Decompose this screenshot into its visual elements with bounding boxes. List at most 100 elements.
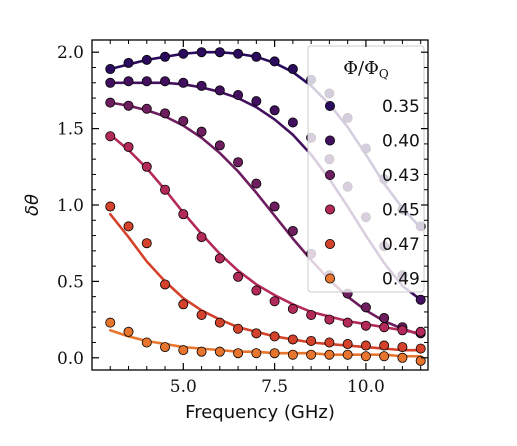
data-point [251, 96, 262, 107]
data-point [105, 64, 116, 75]
data-point [160, 108, 171, 119]
legend-title-main: Φ/Φ [343, 58, 379, 79]
data-point [415, 355, 426, 366]
data-point [251, 178, 262, 189]
legend-label: 0.43 [382, 166, 420, 186]
data-point [123, 76, 134, 87]
legend: Φ/ΦQ 0.35 0.40 0.43 0.45 0.47 0.49 [307, 45, 425, 293]
data-point [160, 342, 171, 353]
data-point [214, 346, 225, 357]
data-point [160, 51, 171, 62]
data-point [214, 140, 225, 151]
series-0.47 [105, 201, 426, 354]
data-point [105, 131, 116, 142]
data-point [415, 343, 426, 354]
plot-area: Φ/ΦQ 0.35 0.40 0.43 0.45 0.47 0.49 5.0 7.5 10.0… [57, 39, 429, 397]
data-point [233, 323, 244, 334]
data-point [141, 238, 152, 249]
data-point [233, 157, 244, 168]
legend-entry: 0.47 [324, 235, 420, 255]
data-point [123, 326, 134, 337]
y-tick-label: 0.0 [57, 349, 84, 369]
data-point [214, 317, 225, 328]
data-point [214, 253, 225, 264]
data-point [360, 351, 371, 362]
data-point [269, 56, 280, 67]
data-point [123, 221, 134, 232]
data-point [360, 340, 371, 351]
legend-label: 0.49 [382, 270, 420, 290]
data-point [287, 303, 298, 314]
data-point [324, 314, 335, 325]
x-tick-label: 5.0 [170, 377, 197, 397]
data-point [160, 279, 171, 290]
data-point [196, 126, 207, 137]
data-point [251, 51, 262, 62]
data-point [269, 201, 280, 212]
data-point [178, 299, 189, 310]
data-point [141, 161, 152, 172]
data-point [379, 322, 390, 333]
data-point [379, 340, 390, 351]
data-point [287, 117, 298, 128]
data-point [269, 296, 280, 307]
data-point [269, 348, 280, 359]
legend-entry: 0.45 [324, 201, 420, 221]
data-point [160, 184, 171, 195]
data-point [233, 348, 244, 359]
data-point [123, 141, 134, 152]
legend-title-sub: Q [379, 67, 389, 81]
data-point [105, 77, 116, 88]
data-point [233, 271, 244, 282]
legend-label: 0.47 [382, 235, 420, 255]
data-point [141, 54, 152, 65]
data-point [178, 48, 189, 59]
legend-entry: 0.40 [324, 132, 420, 152]
legend-marker [324, 273, 335, 284]
data-point [342, 317, 353, 328]
data-point [287, 334, 298, 345]
data-point [196, 80, 207, 91]
x-tick-label: 7.5 [261, 377, 288, 397]
data-point [379, 313, 390, 324]
x-axis-label: Frequency (GHz) [185, 402, 335, 423]
data-point [141, 76, 152, 87]
data-point [251, 285, 262, 296]
data-point [123, 100, 134, 111]
y-tick-label: 1.5 [57, 120, 84, 140]
legend-marker [324, 204, 335, 215]
data-point [269, 331, 280, 342]
legend-label: 0.45 [382, 201, 420, 221]
legend-entry: 0.49 [324, 270, 420, 290]
data-point [196, 346, 207, 357]
data-point [342, 339, 353, 350]
data-point [196, 47, 207, 58]
data-point [397, 352, 408, 363]
axes-ticks: 5.0 7.5 10.0 0.0 0.5 1.0 1.5 2.0 [57, 40, 428, 397]
legend-entry: 0.35 [324, 97, 420, 117]
data-point [342, 349, 353, 360]
data-point [379, 351, 390, 362]
legend-marker [324, 135, 335, 146]
legend-marker [324, 169, 335, 180]
data-point [287, 225, 298, 236]
data-point [415, 294, 426, 305]
legend-label: 0.35 [382, 97, 420, 117]
data-point [105, 201, 116, 212]
x-tick-label: 10.0 [347, 377, 385, 397]
data-point [287, 64, 298, 75]
y-tick-label: 2.0 [57, 43, 84, 63]
legend-label: 0.40 [382, 132, 420, 152]
data-point [287, 349, 298, 360]
data-point [105, 97, 116, 108]
data-point [178, 115, 189, 126]
y-tick-label: 0.5 [57, 272, 84, 292]
data-point [324, 337, 335, 348]
series-0.49 [105, 317, 426, 366]
data-point [360, 302, 371, 313]
data-point [141, 337, 152, 348]
data-point [233, 90, 244, 101]
legend-entry: 0.43 [324, 166, 420, 186]
data-point [397, 325, 408, 336]
